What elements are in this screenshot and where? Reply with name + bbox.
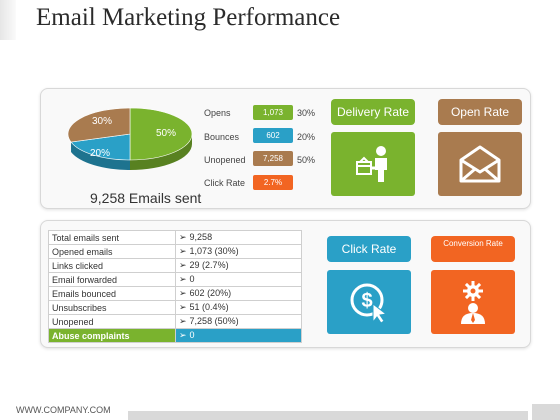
stat-label: Abuse complaints: [48, 328, 176, 343]
stat-label: Emails bounced: [48, 286, 176, 301]
stat-value-text: 602 (20%): [189, 288, 232, 298]
pie-chart: 50% 20% 30%: [67, 107, 193, 170]
stat-value-text: 9,258: [189, 232, 213, 242]
stat-label: Email forwarded: [48, 272, 176, 287]
metric-pct-opens: 30%: [297, 108, 316, 118]
open-rate-button[interactable]: Open Rate: [438, 99, 522, 125]
pie-side-green: [130, 134, 192, 170]
table-row: Unopened ➢ 7,258 (50%): [48, 314, 302, 329]
delivery-person-icon: [356, 146, 387, 182]
metric-pct-unopened: 50%: [297, 155, 316, 165]
user-gear-icon: [461, 281, 485, 324]
emails-sent-total: 9,258 Emails sent: [90, 190, 202, 206]
table-row: Links clicked ➢ 29 (2.7%): [48, 258, 302, 273]
arrow-icon: ➢: [179, 316, 187, 326]
table-row: Total emails sent ➢ 9,258: [48, 230, 302, 245]
pie-sides: [71, 134, 192, 170]
table-row: Opened emails ➢ 1,073 (30%): [48, 244, 302, 259]
click-rate-button[interactable]: Click Rate: [327, 236, 411, 262]
metric-badge-bounces: 602: [253, 128, 293, 143]
page-title: Email Marketing Performance: [36, 4, 341, 31]
metric-pct-bounces: 20%: [297, 132, 316, 142]
table-row: Emails bounced ➢ 602 (20%): [48, 286, 302, 301]
table-row: Email forwarded ➢ 0: [48, 272, 302, 287]
stat-label: Unsubscribes: [48, 300, 176, 315]
footer-bar-end: [532, 404, 560, 420]
table-row: Abuse complaints ➢ 0: [48, 328, 302, 343]
stat-label: Links clicked: [48, 258, 176, 273]
stat-value: ➢ 29 (2.7%): [175, 258, 302, 273]
dollar-click-icon: $: [350, 283, 388, 324]
conversion-rate-tile[interactable]: [431, 270, 515, 334]
metric-label-opens: Opens: [204, 108, 231, 118]
pie-side-blue: [71, 142, 130, 170]
stat-label: Total emails sent: [48, 230, 176, 245]
open-rate-tile[interactable]: [438, 132, 522, 196]
delivery-rate-tile[interactable]: [331, 132, 415, 196]
pie-label-50: 50%: [156, 128, 176, 139]
stat-value: ➢ 602 (20%): [175, 286, 302, 301]
stat-value-text: 1,073 (30%): [189, 246, 239, 256]
stat-label: Unopened: [48, 314, 176, 329]
stat-value: ➢ 9,258: [175, 230, 302, 245]
metric-label-bounces: Bounces: [204, 132, 240, 142]
arrow-icon: ➢: [179, 232, 187, 242]
metric-badge-opens: 1,073: [253, 105, 293, 120]
stat-value: ➢ 0: [175, 328, 302, 343]
click-rate-tile[interactable]: $: [327, 270, 411, 334]
stat-value-text: 7,258 (50%): [189, 316, 239, 326]
delivery-rate-button[interactable]: Delivery Rate: [331, 99, 415, 125]
svg-text:$: $: [361, 290, 372, 312]
arrow-icon: ➢: [179, 260, 187, 270]
stat-value-text: 29 (2.7%): [189, 260, 229, 270]
stat-value: ➢ 0: [175, 272, 302, 287]
stat-value: ➢ 7,258 (50%): [175, 314, 302, 329]
metric-badge-unopened: 7,258: [253, 151, 293, 166]
stats-table: Total emails sent ➢ 9,258 Opened emails ➢ 1,0…: [48, 230, 302, 343]
footer-bar: [128, 411, 528, 420]
title-shade: [0, 0, 16, 40]
stat-value-text: 0: [189, 274, 195, 284]
arrow-icon: ➢: [179, 246, 187, 256]
pie-slice-20: [70, 133, 131, 161]
stat-value-text: 0: [189, 330, 195, 340]
pie-slice-50: [129, 107, 193, 161]
stat-label: Opened emails: [48, 244, 176, 259]
conversion-rate-button[interactable]: Conversion Rate: [431, 236, 515, 262]
pie-label-20: 20%: [90, 148, 110, 159]
arrow-icon: ➢: [179, 330, 187, 340]
metric-badge-click-rate: 2.7%: [253, 175, 293, 190]
pie-slice-30: [67, 107, 131, 143]
stat-value-text: 51 (0.4%): [189, 302, 229, 312]
arrow-icon: ➢: [179, 274, 187, 284]
stat-value: ➢ 1,073 (30%): [175, 244, 302, 259]
arrow-icon: ➢: [179, 288, 187, 298]
envelope-open-icon: [459, 145, 501, 183]
metric-label-click-rate: Click Rate: [204, 178, 246, 188]
stat-value: ➢ 51 (0.4%): [175, 300, 302, 315]
table-row: Unsubscribes ➢ 51 (0.4%): [48, 300, 302, 315]
footer-url: WWW.COMPANY.COM: [16, 405, 111, 415]
arrow-icon: ➢: [179, 302, 187, 312]
metric-label-unopened: Unopened: [204, 155, 246, 165]
pie-label-30: 30%: [92, 116, 112, 127]
